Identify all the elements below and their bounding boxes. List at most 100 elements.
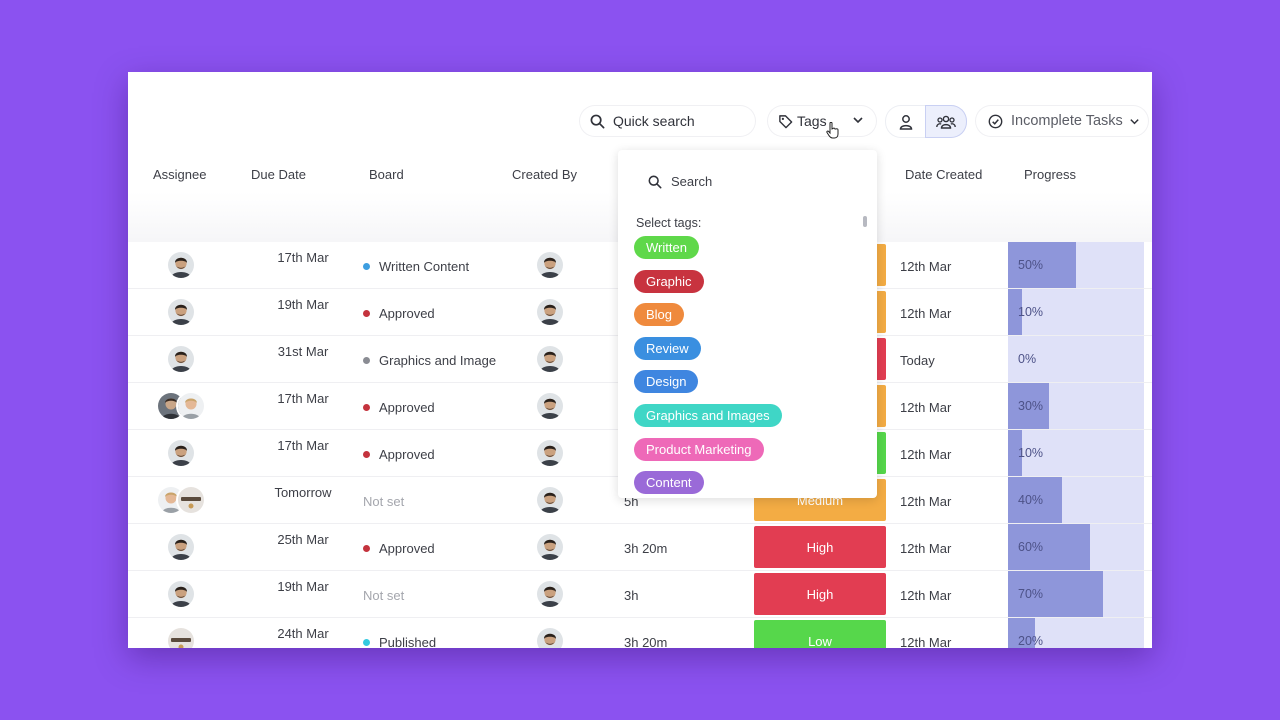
progress-bar[interactable]: 70% xyxy=(1008,571,1144,617)
assignee-avatar[interactable] xyxy=(168,534,194,560)
board-status-label: Approved xyxy=(379,541,435,556)
column-header-board[interactable]: Board xyxy=(369,167,404,182)
task-status-filter-label: Incomplete Tasks xyxy=(1011,113,1123,129)
created-by-avatar[interactable] xyxy=(537,252,563,278)
due-date[interactable]: 31st Mar xyxy=(277,344,329,359)
table-row[interactable]: 25th Mar Approved 3h 20m High 12th Mar 60% xyxy=(128,524,1152,571)
board-status-label: Approved xyxy=(379,306,435,321)
tag-option[interactable]: Blog xyxy=(634,303,685,327)
assignee-avatar[interactable] xyxy=(168,346,194,372)
quick-search-placeholder: Quick search xyxy=(613,113,695,129)
created-by-avatar[interactable] xyxy=(537,628,563,648)
due-date[interactable]: 17th Mar xyxy=(277,250,329,265)
assignee-avatar[interactable] xyxy=(158,393,184,419)
team-tasks-view-button[interactable] xyxy=(926,106,966,137)
board-status-dot xyxy=(363,263,370,270)
table-row[interactable]: 24th Mar Published 3h 20m Low 12th Mar 20% xyxy=(128,618,1152,648)
assignee-avatar[interactable] xyxy=(168,628,194,648)
progress-bar-fill xyxy=(1008,289,1022,335)
board-status[interactable]: Approved xyxy=(363,306,498,321)
column-header-created-by[interactable]: Created By xyxy=(512,167,578,182)
progress-bar[interactable]: 10% xyxy=(1008,430,1144,476)
tags-filter-button[interactable]: Tags xyxy=(768,106,876,136)
view-toggle xyxy=(886,106,966,137)
board-status[interactable]: Approved xyxy=(363,400,498,415)
due-date[interactable]: 17th Mar xyxy=(277,438,329,453)
progress-bar[interactable]: 60% xyxy=(1008,524,1144,570)
progress-bar[interactable]: 30% xyxy=(1008,383,1144,429)
assignee-avatar[interactable] xyxy=(178,393,204,419)
tag-option[interactable]: Design xyxy=(634,370,699,394)
tags-dropdown: Search Select tags: Written Graphic Blog Re… xyxy=(618,150,877,498)
assignee-avatar[interactable] xyxy=(168,252,194,278)
tag-search-placeholder: Search xyxy=(671,174,713,189)
progress-percent: 0% xyxy=(1018,352,1037,366)
assignee-avatar[interactable] xyxy=(178,487,204,513)
created-by-avatar[interactable] xyxy=(537,440,563,466)
column-header-date-created[interactable]: Date Created xyxy=(905,167,983,182)
progress-bar-fill xyxy=(1008,383,1049,429)
dropdown-scrollbar[interactable] xyxy=(863,216,867,227)
column-header-due-date[interactable]: Due Date xyxy=(251,167,306,182)
tag-option[interactable]: Product Marketing xyxy=(634,437,764,461)
created-by-avatar[interactable] xyxy=(537,393,563,419)
progress-bar-fill xyxy=(1008,618,1036,648)
progress-bar[interactable]: 20% xyxy=(1008,618,1144,648)
board-status[interactable]: Approved xyxy=(363,541,498,556)
tag-option[interactable]: Review xyxy=(634,336,701,360)
tag-icon xyxy=(779,114,793,128)
board-status[interactable]: Approved xyxy=(363,447,498,462)
tag-option[interactable]: Content xyxy=(634,471,704,495)
my-tasks-view-button[interactable] xyxy=(886,106,926,137)
date-created: 12th Mar xyxy=(900,541,952,556)
hand-cursor-icon xyxy=(826,122,839,139)
assignee-avatar[interactable] xyxy=(168,581,194,607)
person-icon xyxy=(899,114,913,130)
due-date[interactable]: Tomorrow xyxy=(274,485,332,500)
created-by-avatar[interactable] xyxy=(537,299,563,325)
progress-bar[interactable]: 40% xyxy=(1008,477,1144,523)
tag-option[interactable]: Written xyxy=(634,236,699,259)
created-by-avatar[interactable] xyxy=(537,534,563,560)
due-date[interactable]: 25th Mar xyxy=(277,532,329,547)
priority-badge[interactable]: Low xyxy=(754,620,886,648)
due-date[interactable]: 17th Mar xyxy=(277,391,329,406)
created-by-avatar[interactable] xyxy=(537,581,563,607)
board-status[interactable]: Not set xyxy=(363,494,498,509)
tag-option[interactable]: Graphic xyxy=(634,269,704,293)
progress-bar[interactable]: 0% xyxy=(1008,336,1144,382)
board-status-label: Graphics and Image xyxy=(379,353,497,368)
progress-percent: 10% xyxy=(1018,305,1044,319)
board-status[interactable]: Graphics and Image xyxy=(363,353,498,368)
created-by-avatar[interactable] xyxy=(537,346,563,372)
estimated-time: 3h 20m xyxy=(624,541,668,556)
assignee-avatar[interactable] xyxy=(168,440,194,466)
due-date[interactable]: 19th Mar xyxy=(277,297,329,312)
board-status-dot xyxy=(363,404,370,411)
progress-bar[interactable]: 50% xyxy=(1008,242,1144,288)
created-by-avatar[interactable] xyxy=(537,487,563,513)
date-created: 12th Mar xyxy=(900,306,952,321)
tags-filter-label: Tags xyxy=(797,113,827,129)
progress-bar[interactable]: 10% xyxy=(1008,289,1144,335)
chevron-down-icon xyxy=(1130,118,1139,124)
board-status-label: Written Content xyxy=(379,259,470,274)
column-header-assignee[interactable]: Assignee xyxy=(153,167,207,182)
date-created: 12th Mar xyxy=(900,635,952,648)
board-status[interactable]: Written Content xyxy=(363,259,498,274)
board-status[interactable]: Published xyxy=(363,635,498,648)
table-row[interactable]: 19th Mar Not set 3h High 12th Mar 70% xyxy=(128,571,1152,618)
tag-option[interactable]: Graphics and Images xyxy=(634,404,782,427)
column-header-progress[interactable]: Progress xyxy=(1024,167,1077,182)
select-tags-label: Select tags: xyxy=(636,216,702,230)
priority-badge[interactable]: High xyxy=(754,526,886,568)
board-status[interactable]: Not set xyxy=(363,588,498,603)
board-status-dot xyxy=(363,639,370,646)
due-date[interactable]: 19th Mar xyxy=(277,579,329,594)
quick-search-input[interactable]: Quick search xyxy=(580,106,755,136)
priority-badge[interactable]: High xyxy=(754,573,886,615)
assignee-avatar[interactable] xyxy=(168,299,194,325)
tag-search-input[interactable]: Search xyxy=(648,174,712,189)
due-date[interactable]: 24th Mar xyxy=(277,626,329,641)
task-status-filter[interactable]: Incomplete Tasks xyxy=(976,106,1148,136)
